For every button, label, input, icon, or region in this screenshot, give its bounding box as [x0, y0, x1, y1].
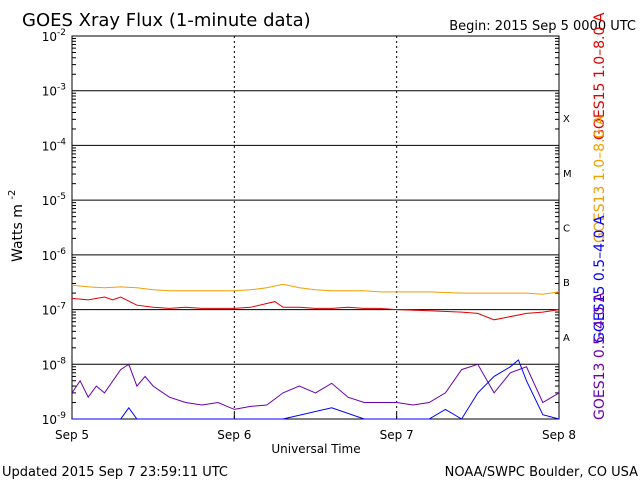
grid-layer — [72, 36, 559, 419]
x-axis-label: Universal Time — [271, 442, 360, 456]
legend-entry: GOES13 0.5–4.0 A — [592, 292, 608, 420]
series-layer — [71, 283, 560, 420]
flare-class-label: C — [563, 224, 570, 235]
x-tick-label: Sep 5 — [55, 428, 89, 442]
begin-label: Begin: 2015 Sep 5 0000 UTC — [449, 19, 636, 34]
chart-title: GOES Xray Flux (1-minute data) — [22, 10, 311, 31]
y-tick-label: 10-3 — [42, 83, 66, 99]
updated-label: Updated 2015 Sep 7 23:59:11 UTC — [2, 465, 228, 480]
series-line — [71, 283, 560, 295]
flare-class-label: A — [563, 333, 570, 344]
y-axis-label-sup: -2 — [7, 190, 18, 200]
legend-entry: GOES15 1.0–8.0 A — [592, 12, 608, 140]
y-tick-label: 10-8 — [42, 356, 67, 372]
y-tick-label: 10-6 — [42, 247, 67, 263]
series-line — [72, 359, 560, 420]
x-tick-label: Sep 7 — [380, 428, 414, 442]
series-line — [71, 363, 560, 410]
flare-class-label: X — [563, 114, 570, 125]
flare-class-label: B — [563, 278, 570, 289]
source-label: NOAA/SWPC Boulder, CO USA — [445, 465, 638, 480]
x-tick-label: Sep 6 — [217, 428, 251, 442]
flare-class-labels: X M C B A — [563, 114, 572, 344]
legend-entry: GOES15 0.5–4.0 A — [592, 215, 608, 343]
y-tick-label: 10-2 — [42, 28, 66, 44]
y-axis-label-text: Watts m — [10, 204, 26, 262]
y-tick-label: 10-7 — [42, 302, 66, 318]
y-tick-label: 10-4 — [42, 137, 67, 153]
y-tick-labels: 10-2 10-3 10-4 10-5 10-6 10-7 10-8 10-9 — [42, 28, 67, 427]
x-tick-label: Sep 8 — [542, 428, 576, 442]
y-tick-label: 10-5 — [42, 192, 66, 208]
flare-class-label: M — [563, 169, 572, 180]
y-axis-label: Watts m -2 — [7, 190, 26, 262]
series-line — [71, 296, 560, 321]
y-tick-label: 10-9 — [42, 411, 67, 427]
svg-text:Watts m -2: Watts m -2 — [7, 190, 26, 262]
plot-frame — [71, 35, 560, 420]
x-tick-labels: Sep 5 Sep 6 Sep 7 Sep 8 — [55, 413, 576, 442]
legend-entry: GOES13 1.0–8.0 A — [592, 115, 608, 243]
